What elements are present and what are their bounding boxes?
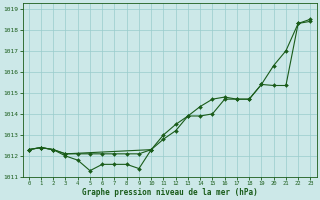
- X-axis label: Graphe pression niveau de la mer (hPa): Graphe pression niveau de la mer (hPa): [82, 188, 258, 197]
